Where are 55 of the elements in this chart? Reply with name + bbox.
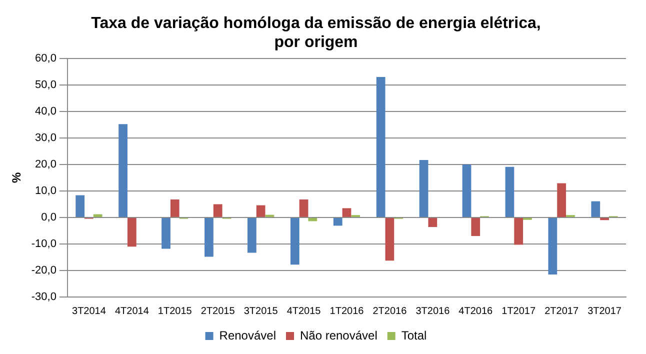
legend-label: Não renovável xyxy=(300,328,378,342)
bar xyxy=(170,199,180,217)
bar xyxy=(308,218,318,222)
y-tick-label: 0,0 xyxy=(41,212,56,224)
x-tick-label: 2T2017 xyxy=(544,306,579,317)
y-tick-label: -20,0 xyxy=(31,264,56,277)
x-tick-label: 2T2015 xyxy=(200,306,236,317)
y-tick-label: 10,0 xyxy=(35,184,56,197)
bar xyxy=(376,76,386,217)
bar xyxy=(299,199,308,217)
bar xyxy=(600,218,609,220)
x-tick-label: 3T2016 xyxy=(416,306,450,317)
x-tick-label: 2T2016 xyxy=(372,306,408,317)
bar xyxy=(548,218,558,274)
bar xyxy=(333,218,342,226)
x-tick-label: 4T2014 xyxy=(114,306,150,317)
bar xyxy=(76,195,85,217)
bar xyxy=(471,218,480,236)
bar xyxy=(213,204,222,217)
legend-label: Total xyxy=(401,328,427,342)
y-tick-label: -30,0 xyxy=(31,291,56,304)
bar xyxy=(127,218,136,247)
x-tick-label: 1T2017 xyxy=(502,306,536,317)
bar xyxy=(162,218,170,249)
bar xyxy=(256,205,266,217)
bar xyxy=(290,218,300,265)
x-tick-label: 4T2016 xyxy=(458,306,494,317)
y-tick-label: 40,0 xyxy=(35,105,56,118)
x-tick-label: 4T2015 xyxy=(286,306,322,317)
bar xyxy=(428,218,438,228)
bar xyxy=(505,166,514,217)
bar xyxy=(385,218,394,261)
y-tick-label: 50,0 xyxy=(35,78,56,91)
x-tick-label: 3T2017 xyxy=(588,306,622,317)
x-tick-label: 3T2014 xyxy=(72,306,106,317)
y-tick-label: -10,0 xyxy=(31,238,56,250)
bar xyxy=(342,208,352,217)
y-tick-label: 20,0 xyxy=(35,158,56,170)
bar xyxy=(419,160,428,217)
bar xyxy=(204,218,214,257)
y-axis-title: % xyxy=(10,172,24,184)
bar xyxy=(557,183,566,217)
y-tick-label: 30,0 xyxy=(35,132,56,144)
bar xyxy=(118,124,128,217)
x-tick-label: 1T2015 xyxy=(158,306,192,317)
legend-label: Renovável xyxy=(219,328,276,342)
bar xyxy=(247,218,256,253)
x-tick-label: 3T2015 xyxy=(244,306,278,317)
x-tick-label: 1T2016 xyxy=(330,306,364,317)
bar xyxy=(462,164,472,217)
bar xyxy=(93,214,102,217)
y-tick-label: 60,0 xyxy=(35,52,56,64)
chart-title: Taxa de variação homóloga da emissão de energia elétrica, por origem xyxy=(91,15,541,52)
bar xyxy=(514,218,524,245)
bar xyxy=(591,201,600,217)
